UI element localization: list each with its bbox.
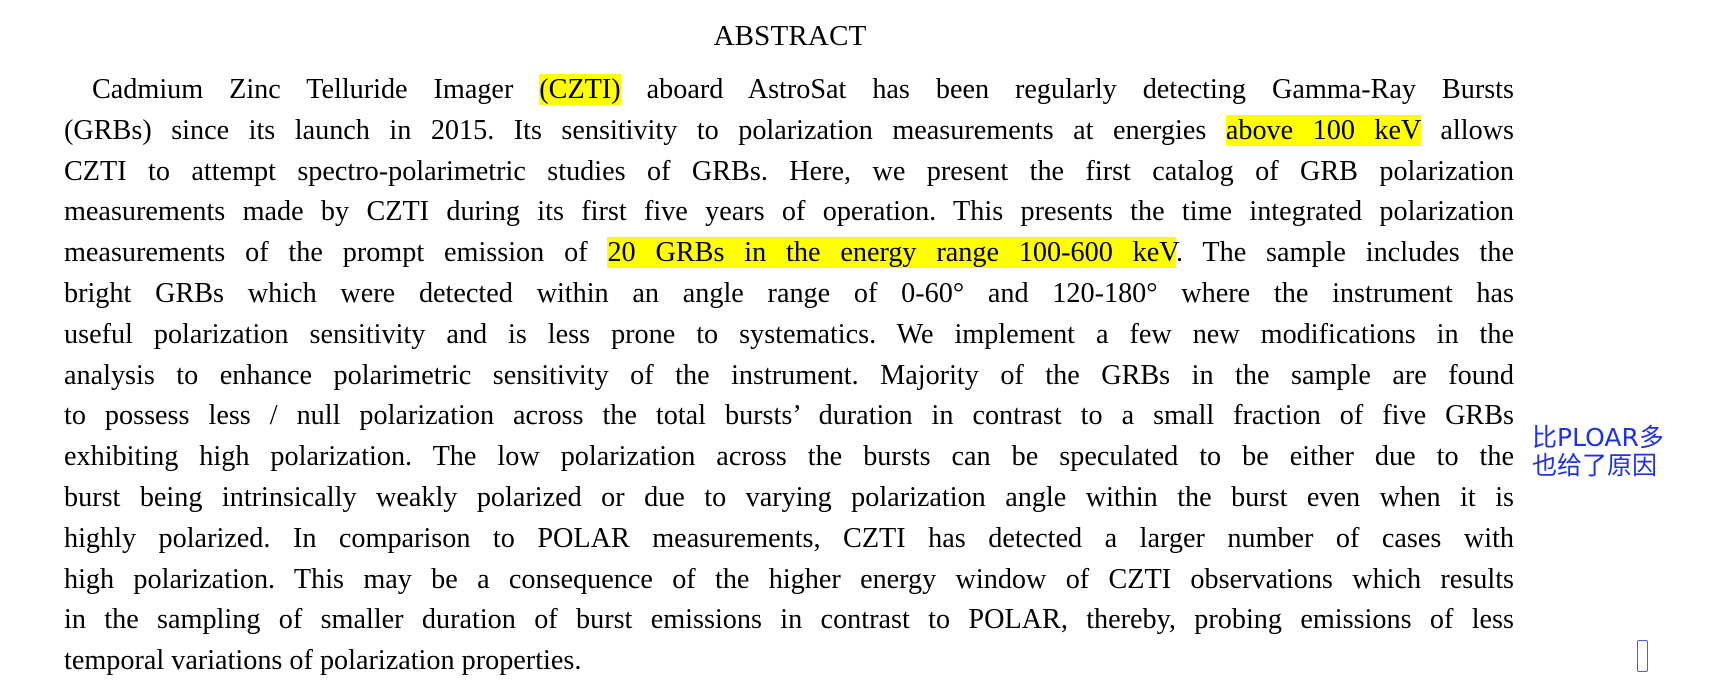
- highlighted-text[interactable]: 20 GRBs in the energy range 100-600 keV: [607, 237, 1176, 269]
- abstract-text: temporal variations of polarization prop…: [64, 645, 582, 677]
- abstract-text: measurements made by CZTI during its fir…: [64, 196, 1514, 228]
- margin-annotation-line: 也给了原因: [1532, 451, 1658, 480]
- abstract-line: burst being intrinsically weakly polariz…: [64, 478, 1514, 519]
- abstract-line: bright GRBs which were detected within a…: [64, 274, 1514, 315]
- abstract-text: in the sampling of smaller duration of b…: [64, 604, 1514, 636]
- abstract-line: CZTI to attempt spectro-polarimetric stu…: [64, 152, 1514, 193]
- margin-annotation-line: 比PLOAR多: [1532, 423, 1664, 452]
- abstract-line: analysis to enhance polarimetric sensiti…: [64, 356, 1514, 397]
- abstract-text: bright GRBs which were detected within a…: [64, 277, 1514, 309]
- abstract-line: temporal variations of polarization prop…: [64, 641, 1514, 682]
- abstract-text: CZTI to attempt spectro-polarimetric stu…: [64, 155, 1514, 187]
- abstract-line: exhibiting high polarization. The low po…: [64, 437, 1514, 478]
- abstract-line: measurements made by CZTI during its fir…: [64, 192, 1514, 233]
- section-heading: ABSTRACT: [713, 20, 867, 52]
- abstract-text: allows: [1420, 114, 1514, 146]
- abstract-line: useful polarization sensitivity and is l…: [64, 315, 1514, 356]
- abstract-text: analysis to enhance polarimetric sensiti…: [64, 359, 1514, 391]
- abstract-text: aboard AstroSat has been regularly detec…: [620, 74, 1514, 105]
- abstract-text: (GRBs) since its launch in 2015. Its sen…: [64, 114, 1226, 146]
- abstract-body: Cadmium Zinc Telluride Imager (CZTI) abo…: [64, 70, 1514, 682]
- abstract-text: high polarization. This may be a consequ…: [64, 563, 1514, 595]
- abstract-line: highly polarized. In comparison to POLAR…: [64, 519, 1514, 560]
- abstract-text: useful polarization sensitivity and is l…: [64, 318, 1514, 350]
- highlighted-text[interactable]: (CZTI): [539, 74, 621, 105]
- abstract-text: to possess less / null polarization acro…: [64, 400, 1514, 432]
- annotation-marker-icon[interactable]: [1637, 640, 1648, 672]
- abstract-text: burst being intrinsically weakly polariz…: [64, 481, 1514, 513]
- abstract-line: to possess less / null polarization acro…: [64, 396, 1514, 437]
- highlighted-text[interactable]: above 100 keV: [1225, 114, 1421, 146]
- margin-annotation[interactable]: 比PLOAR多 也给了原因: [1532, 424, 1722, 480]
- abstract-line: high polarization. This may be a consequ…: [64, 560, 1514, 601]
- abstract-text: measurements of the prompt emission of: [64, 237, 608, 269]
- abstract-line: Cadmium Zinc Telluride Imager (CZTI) abo…: [64, 70, 1514, 111]
- abstract-text: exhibiting high polarization. The low po…: [64, 441, 1514, 473]
- abstract-line: in the sampling of smaller duration of b…: [64, 600, 1514, 641]
- abstract-line: (GRBs) since its launch in 2015. Its sen…: [64, 111, 1514, 152]
- abstract-text: highly polarized. In comparison to POLAR…: [64, 522, 1514, 554]
- abstract-text: Cadmium Zinc Telluride Imager: [92, 74, 540, 105]
- abstract-line: measurements of the prompt emission of 2…: [64, 233, 1514, 274]
- abstract-text: . The sample includes the: [1175, 237, 1514, 269]
